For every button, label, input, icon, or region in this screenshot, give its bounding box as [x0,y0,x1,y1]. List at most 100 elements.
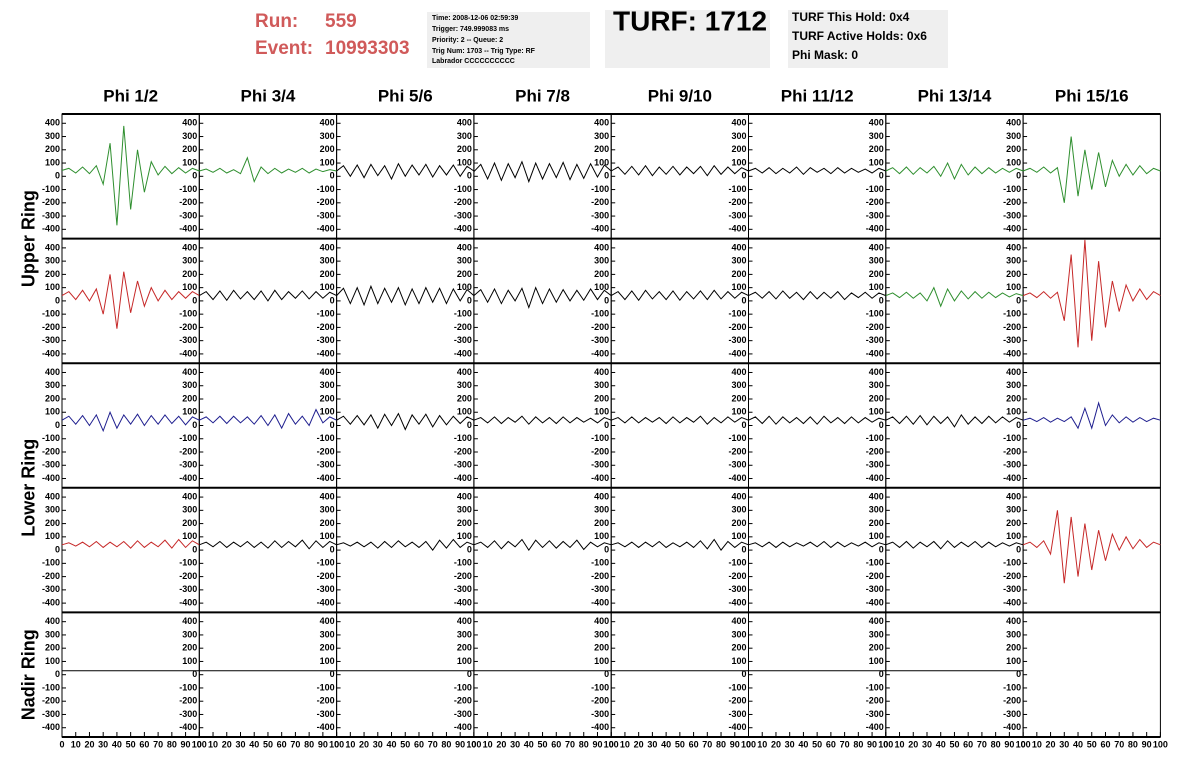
y-tick-label: -400 [866,722,884,732]
x-tick-label: 70 [428,739,438,749]
y-tick-label: -300 [1003,584,1021,594]
y-tick-label: -400 [728,224,746,234]
y-tick-label: -300 [728,335,746,345]
turf-info: Phi Mask: 0 [792,48,858,62]
y-tick-label: 200 [1006,643,1021,653]
x-tick-label: 20 [84,739,94,749]
y-tick-label: -100 [317,309,335,319]
waveform [611,538,749,551]
y-tick-label: 200 [45,393,60,403]
column-title: Phi 13/14 [918,86,992,105]
y-tick-label: 300 [457,131,472,141]
y-tick-label: -200 [454,197,472,207]
y-tick-label: 100 [731,656,746,666]
y-tick-label: -400 [591,597,609,607]
y-tick-label: -300 [317,584,335,594]
y-tick-label: 300 [1006,629,1021,639]
x-tick-label: 30 [922,739,932,749]
y-tick-label: -200 [179,446,197,456]
y-tick-label: -300 [866,460,884,470]
y-tick-label: 200 [45,144,60,154]
x-tick-label: 80 [167,739,177,749]
event-number: 10993303 [325,38,410,59]
x-tick-label: 50 [538,739,548,749]
y-tick-label: 300 [45,380,60,390]
y-tick-label: 200 [457,393,472,403]
x-tick-label: 80 [304,739,314,749]
y-tick-label: -200 [317,696,335,706]
y-tick-label: 300 [45,256,60,266]
y-tick-label: 0 [604,669,609,679]
y-tick-label: 200 [731,269,746,279]
x-tick-label: 80 [441,739,451,749]
y-tick-label: -200 [42,571,60,581]
x-tick-label: 70 [702,739,712,749]
y-tick-label: -400 [591,722,609,732]
y-tick-label: 400 [1006,367,1021,377]
x-tick-label: 80 [853,739,863,749]
x-tick-label: 20 [771,739,781,749]
y-tick-label: 200 [45,269,60,279]
y-tick-label: -300 [42,460,60,470]
y-tick-label: -200 [1003,446,1021,456]
y-tick-label: 0 [604,420,609,430]
y-tick-label: -100 [728,682,746,692]
y-tick-label: 0 [879,544,884,554]
y-tick-label: 0 [741,295,746,305]
y-tick-label: -100 [1003,433,1021,443]
y-tick-label: -100 [728,433,746,443]
y-tick-label: -100 [317,558,335,568]
y-tick-label: 0 [330,171,335,181]
y-tick-label: 0 [55,544,60,554]
y-tick-label: -300 [42,210,60,220]
y-tick-label: 0 [467,420,472,430]
x-tick-label: 90 [592,739,602,749]
y-tick-label: -400 [454,224,472,234]
x-tick-label: 60 [277,739,287,749]
y-tick-label: 300 [1006,256,1021,266]
y-tick-label: -300 [317,460,335,470]
ring-label: Lower Ring [19,439,39,537]
y-tick-label: -200 [1003,322,1021,332]
y-tick-label: 100 [457,157,472,167]
x-tick-label: 0 [59,739,64,749]
x-tick-label: 30 [235,739,245,749]
y-tick-label: -300 [42,335,60,345]
y-tick-label: -300 [866,584,884,594]
column-title: Phi 15/16 [1055,86,1129,105]
y-tick-label: 0 [1016,295,1021,305]
y-tick-label: -300 [179,584,197,594]
y-tick-label: -200 [42,446,60,456]
y-tick-label: 0 [192,295,197,305]
y-tick-label: -100 [591,558,609,568]
y-tick-label: -100 [728,184,746,194]
y-tick-label: 200 [1006,393,1021,403]
y-tick-label: 100 [182,407,197,417]
waveform [885,540,1024,550]
x-tick-label: 30 [98,739,108,749]
y-tick-label: -300 [454,210,472,220]
y-tick-label: -200 [866,571,884,581]
y-tick-label: 400 [869,242,884,252]
y-tick-label: -200 [317,322,335,332]
y-tick-label: 400 [457,367,472,377]
y-tick-label: 400 [594,491,609,501]
event-label: Event: [255,38,313,59]
y-tick-label: 100 [457,531,472,541]
y-tick-label: 0 [330,295,335,305]
y-tick-label: -400 [179,224,197,234]
x-tick-label: 100 [1153,739,1168,749]
y-tick-label: 300 [731,131,746,141]
waveform [336,412,475,431]
y-tick-label: 100 [1006,157,1021,167]
y-tick-label: -100 [591,682,609,692]
y-tick-label: 300 [594,131,609,141]
y-tick-label: -400 [866,224,884,234]
waveform [336,538,475,551]
x-tick-label: 0 [334,739,339,749]
y-tick-label: 200 [731,393,746,403]
x-tick-label: 50 [812,739,822,749]
y-tick-label: 300 [45,505,60,515]
y-tick-label: -400 [42,722,60,732]
info-line: Trigger: 749.999083 ms [432,26,509,33]
